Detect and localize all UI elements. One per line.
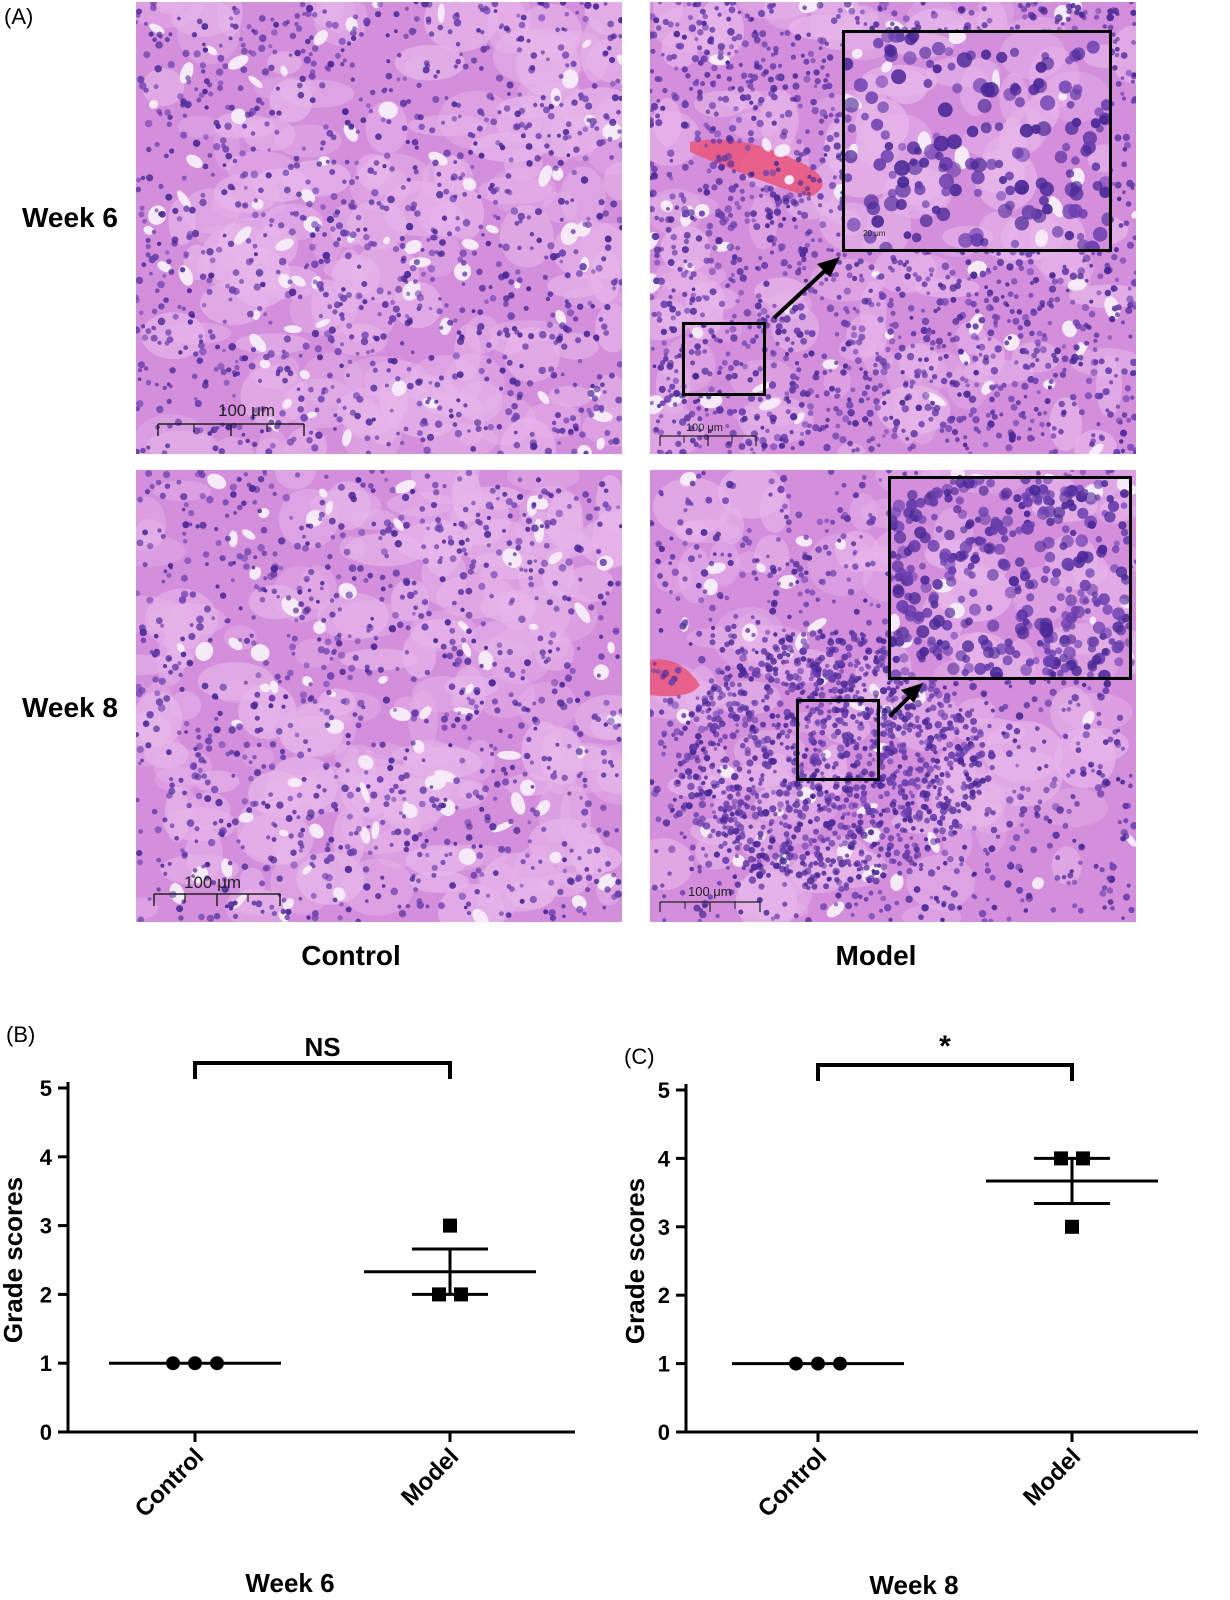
micrograph-control-week-6-image (136, 2, 622, 454)
y-tick-label: 4 (40, 1145, 53, 1170)
y-tick-label: 1 (40, 1351, 52, 1376)
scale-bar-label: 100 μm (218, 401, 275, 420)
y-axis-label: Grade scores (620, 1178, 650, 1344)
inset-magnified: 20 μm (842, 30, 1112, 252)
data-point (432, 1287, 446, 1302)
data-point (1054, 1151, 1068, 1166)
data-point (210, 1356, 224, 1371)
y-tick-label: 0 (40, 1420, 52, 1445)
tissue-texture (136, 2, 622, 454)
data-point (1076, 1151, 1090, 1166)
significance-label: NS (304, 1032, 340, 1062)
y-tick-label: 2 (658, 1283, 670, 1308)
x-tick-label: Model (1018, 1443, 1086, 1511)
inset-magnified-image (891, 479, 1129, 677)
scale-bar-model-week-6: 100 μm (656, 418, 760, 450)
scale-bar-label: 100 μm (184, 873, 241, 892)
y-tick-label: 0 (658, 1420, 670, 1445)
y-tick-label: 4 (658, 1146, 671, 1171)
micrograph-model-week-6: 20 μm 100 μm (650, 2, 1136, 454)
scale-bar-control-week-6: 100 μm (154, 398, 306, 440)
column-label-control: Control (301, 940, 401, 971)
significance-label: * (939, 1030, 951, 1063)
data-point (811, 1356, 825, 1371)
panel-letter: (B) (6, 1022, 35, 1047)
inset-magnified (888, 476, 1132, 680)
y-tick-label: 3 (658, 1215, 670, 1240)
zoom-arrow (888, 683, 923, 718)
chart-panel-c: (C) 0 1 2 3 4 5 Grade scores Control Model Week 8 * (612, 1020, 1230, 1600)
data-point (443, 1218, 457, 1233)
micrograph-control-week-8-image (136, 470, 622, 922)
x-tick-label: Control (130, 1443, 209, 1522)
scale-bar-model-week-8: 100 μm (656, 882, 768, 918)
x-axis-label: Week 6 (245, 1568, 334, 1598)
micrograph-control-week-8: 100 μm (136, 470, 622, 922)
y-tick-label: 5 (40, 1076, 52, 1101)
significance-bracket (193, 1061, 452, 1079)
data-point (188, 1356, 202, 1371)
scale-bar-control-week-8: 100 μm (150, 870, 290, 912)
y-tick-label: 1 (658, 1352, 670, 1377)
chart-panel-b: (B) 0 1 2 3 4 5 Grade scores Control Model Week 6 N… (0, 1020, 600, 1600)
inset-scale-label: 20 μm (863, 229, 886, 238)
y-axis-label: Grade scores (0, 1177, 28, 1343)
y-tick-label: 3 (40, 1214, 52, 1239)
data-point (166, 1356, 180, 1371)
x-tick-label: Control (753, 1443, 832, 1522)
chart-b-svg: (B) 0 1 2 3 4 5 Grade scores Control Model Week 6 N… (0, 1022, 575, 1598)
chart-c-svg: (C) 0 1 2 3 4 5 Grade scores Control Model Week 8 * (620, 1030, 1198, 1600)
data-point (454, 1287, 468, 1302)
scale-bar-label: 100 μm (688, 884, 732, 899)
zoom-box (796, 699, 880, 781)
panel-a-label: (A) (4, 4, 34, 29)
data-point (1065, 1219, 1079, 1234)
x-axis-label: Week 8 (869, 1570, 958, 1600)
significance-bracket (816, 1063, 1074, 1081)
tissue-texture (845, 33, 1109, 249)
micrograph-control-week-6: 100 μm (136, 2, 622, 454)
zoom-arrow (772, 257, 840, 320)
data-point (789, 1356, 803, 1371)
micrograph-model-week-8: 100 μm (650, 470, 1136, 922)
scale-bar-label: 100 μm (686, 422, 723, 434)
row-label-week-6: Week 6 (22, 202, 118, 233)
y-tick-label: 5 (658, 1078, 670, 1103)
row-label-week-8: Week 8 (22, 692, 118, 723)
panel-letter: (C) (624, 1044, 655, 1069)
tissue-texture (891, 479, 1129, 677)
y-tick-label: 2 (40, 1282, 52, 1307)
inset-magnified-image (845, 33, 1109, 249)
column-label-model: Model (835, 940, 917, 971)
data-point (833, 1356, 847, 1371)
x-tick-label: Model (396, 1443, 464, 1511)
zoom-box (682, 322, 766, 396)
tissue-texture (136, 470, 622, 922)
